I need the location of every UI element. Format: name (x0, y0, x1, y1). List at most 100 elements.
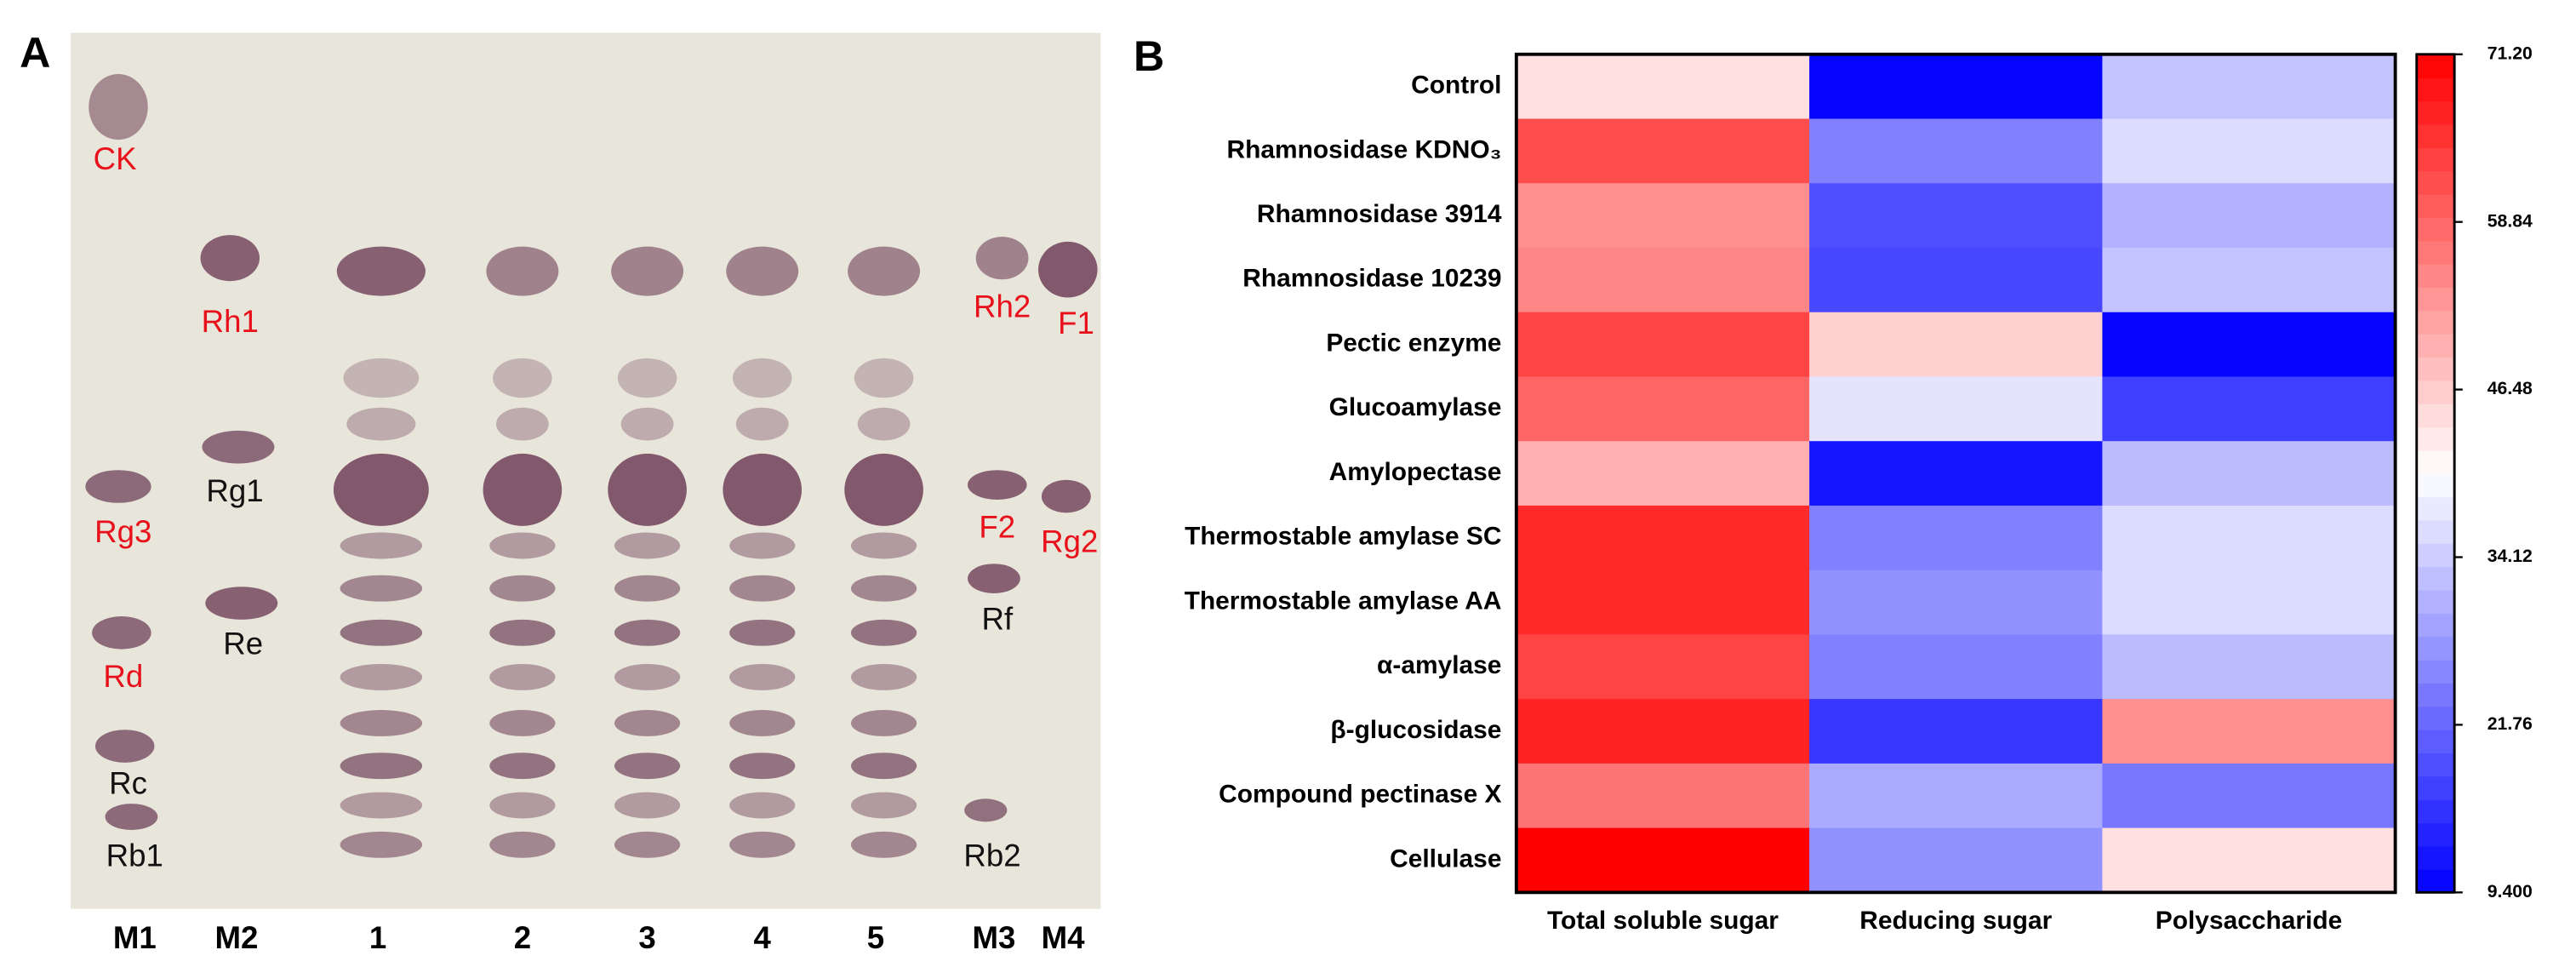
colorbar-step (2416, 589, 2455, 614)
spot (850, 663, 917, 690)
spot (489, 792, 556, 819)
lane-label: M1 (113, 920, 157, 955)
spot (340, 663, 423, 690)
heatmap-cell (1516, 312, 1811, 378)
spot (850, 532, 917, 559)
heatmap-cell (1516, 763, 1811, 829)
spot (200, 235, 260, 282)
colorbar-tick-label: 58.84 (2487, 211, 2533, 231)
heatmap-cell (2102, 827, 2396, 894)
spot (340, 831, 423, 858)
spot (493, 358, 552, 398)
spot (489, 663, 556, 690)
heatmap-cell (1809, 118, 2104, 185)
heatmap-cell (2102, 183, 2396, 249)
row-label: Amylopectase (1329, 458, 1502, 486)
colorbar-step (2416, 77, 2455, 102)
spot (614, 792, 681, 819)
colorbar-step (2416, 217, 2455, 242)
colorbar-step (2416, 729, 2455, 754)
spot-label: Rg1 (206, 473, 263, 508)
colorbar-tick-label: 34.12 (2487, 547, 2533, 566)
heatmap-cell (1809, 376, 2104, 443)
colorbar-step (2416, 566, 2455, 591)
spot (848, 246, 921, 296)
spot (614, 532, 681, 559)
spot-label: Rb2 (963, 838, 1020, 873)
spot (968, 564, 1020, 593)
colorbar-step (2416, 543, 2455, 568)
column-label: Polysaccharide (2156, 907, 2342, 935)
spot (489, 532, 556, 559)
colorbar-step (2416, 845, 2455, 870)
colorbar-step (2416, 753, 2455, 777)
column-label: Total soluble sugar (1547, 907, 1779, 935)
heatmap-cell (2102, 699, 2396, 764)
colorbar-step (2416, 54, 2455, 78)
row-label: Thermostable amylase SC (1185, 523, 1501, 551)
spot (729, 710, 796, 736)
spot (1041, 479, 1091, 513)
colorbar-step (2416, 147, 2455, 172)
lane-label: 3 (638, 920, 655, 955)
lane-label: M3 (972, 920, 1015, 955)
heatmap-cell (1809, 505, 2104, 571)
colorbar-tick-label: 9.400 (2487, 882, 2533, 901)
heatmap-cell (2102, 763, 2396, 829)
spot (975, 237, 1029, 280)
colorbar-tick-label: 21.76 (2487, 714, 2533, 734)
spot (850, 619, 917, 646)
row-label: Rhamnosidase KDNO₃ (1227, 135, 1502, 163)
spot (89, 73, 148, 140)
spot (340, 575, 423, 602)
spot (729, 619, 796, 646)
row-label: Thermostable amylase AA (1185, 587, 1502, 615)
row-label: Pectic enzyme (1326, 329, 1501, 357)
colorbar-step (2416, 798, 2455, 824)
lane-label: 1 (369, 920, 386, 955)
row-label: Rhamnosidase 3914 (1257, 200, 1502, 228)
spot-label: Rg2 (1041, 524, 1098, 559)
spot (729, 792, 796, 819)
heatmap-cell (1516, 699, 1811, 764)
colorbar-step (2416, 613, 2455, 638)
heatmap-cell (1809, 763, 2104, 829)
row-label: β-glucosidase (1330, 716, 1501, 744)
column-label: Reducing sugar (1859, 907, 2052, 935)
spot (968, 470, 1027, 500)
spot (732, 358, 792, 398)
heatmap-cell (1809, 634, 2104, 701)
colorbar-step (2416, 100, 2455, 125)
panel-label: A (20, 29, 50, 77)
spot (964, 798, 1008, 822)
spot-label: F1 (1058, 306, 1094, 341)
colorbar-step (2416, 683, 2455, 707)
spot (614, 831, 681, 858)
spot (489, 753, 556, 780)
spot (850, 710, 917, 736)
panel-label: B (1134, 32, 1164, 80)
spot (340, 753, 423, 780)
heatmap-frame (1514, 52, 2397, 895)
colorbar-step (2416, 449, 2455, 474)
colorbar-step (2416, 380, 2455, 404)
row-label: Rhamnosidase 10239 (1242, 265, 1501, 293)
heatmap-cell (2102, 312, 2396, 378)
spot-label: Rg3 (94, 514, 151, 549)
heatmap-cell (1809, 569, 2104, 636)
spot (486, 246, 559, 296)
heatmap-cell (2102, 376, 2396, 443)
spot-label: Rh1 (202, 304, 259, 339)
heatmap-cell (2102, 569, 2396, 636)
spot (844, 453, 923, 526)
spot (614, 619, 681, 646)
heatmap-cell (1809, 441, 2104, 507)
colorbar-step (2416, 659, 2455, 684)
colorbar-frame (2415, 53, 2456, 894)
colorbar-step (2416, 263, 2455, 289)
spot (205, 587, 278, 620)
spot (614, 663, 681, 690)
heatmap-cell (1809, 54, 2104, 120)
colorbar-step (2416, 170, 2455, 195)
tlc-plate (71, 32, 1101, 909)
